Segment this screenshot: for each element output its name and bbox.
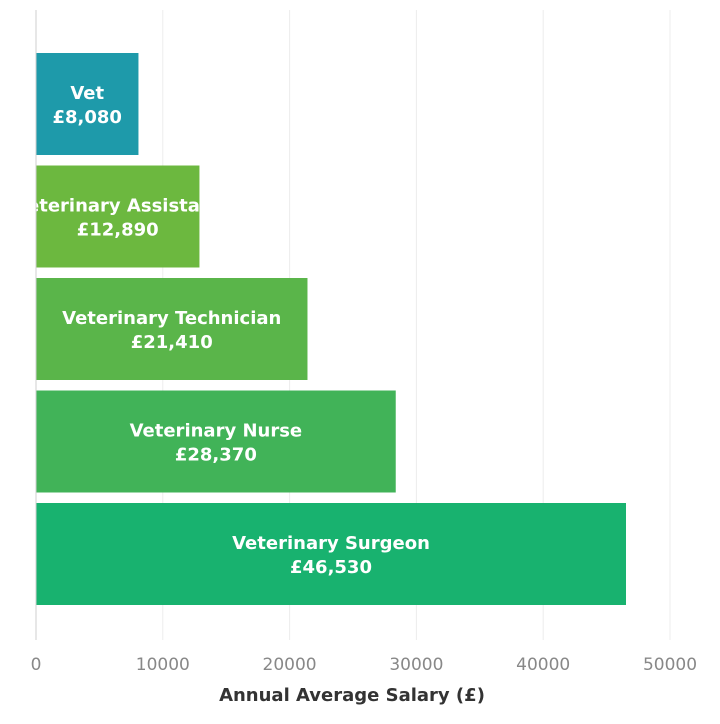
axis-layer: 0 10000 20000 30000 40000 50000 bbox=[31, 10, 697, 675]
bar bbox=[36, 390, 396, 493]
x-tick-label: 40000 bbox=[516, 655, 570, 675]
bar-category-label: Vet bbox=[70, 83, 104, 104]
bar bbox=[36, 53, 139, 155]
bar-label-group: Veterinary Assistant £12,890 bbox=[14, 196, 222, 241]
bar-category-label: Veterinary Nurse bbox=[130, 421, 303, 442]
bar-value-label: £46,530 bbox=[290, 557, 372, 578]
x-axis-title: Annual Average Salary (£) bbox=[219, 685, 485, 706]
bar-label-group: Vet £8,080 bbox=[52, 83, 121, 128]
bar-label-group: Veterinary Technician £21,410 bbox=[62, 308, 281, 353]
bar-label-group: Veterinary Surgeon £46,530 bbox=[232, 533, 430, 578]
bar-category-label: Veterinary Technician bbox=[62, 308, 281, 329]
bar-value-label: £8,080 bbox=[52, 107, 121, 128]
bar-category-label: Veterinary Surgeon bbox=[232, 533, 430, 554]
bar bbox=[36, 503, 627, 605]
x-tick-label: 20000 bbox=[263, 655, 317, 675]
bar bbox=[36, 165, 200, 268]
bar-value-label: £12,890 bbox=[77, 220, 159, 241]
bar-label-group: Veterinary Nurse £28,370 bbox=[130, 421, 303, 466]
x-tick-label: 50000 bbox=[643, 655, 697, 675]
bar-category-label: Veterinary Assistant bbox=[14, 196, 222, 217]
x-tick-label: 10000 bbox=[136, 655, 190, 675]
bar-value-label: £28,370 bbox=[175, 445, 257, 466]
bar bbox=[36, 278, 308, 380]
bar-value-label: £21,410 bbox=[131, 332, 213, 353]
x-tick-label: 0 bbox=[31, 655, 42, 675]
x-tick-label: 30000 bbox=[389, 655, 443, 675]
